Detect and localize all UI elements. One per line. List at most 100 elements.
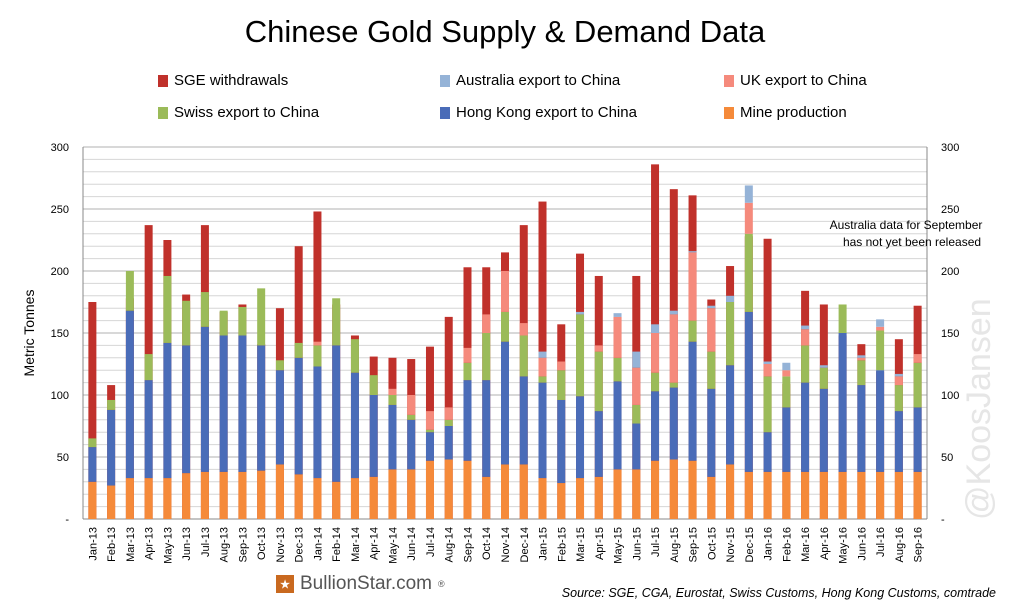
- bar-swiss-export: [763, 376, 772, 433]
- bar-australia-export: [801, 325, 810, 330]
- x-tick-label: Aug-13: [219, 527, 231, 562]
- legend-swatch-uk: [724, 74, 734, 87]
- bar-hongkong-export: [594, 411, 603, 477]
- bar-uk-export: [688, 252, 697, 321]
- bar-swiss-export: [594, 351, 603, 412]
- chart-title: Chinese Gold Supply & Demand Data: [244, 14, 766, 49]
- bar-mine-production: [125, 478, 134, 519]
- bar-hongkong-export: [388, 404, 397, 470]
- bar-hongkong-export: [857, 385, 866, 472]
- legend-item-sge: SGE withdrawals: [158, 72, 288, 89]
- bar-australia-export: [763, 361, 772, 364]
- x-tick-label: Apr-16: [819, 527, 831, 560]
- y-tick-label-right: 300: [941, 142, 959, 154]
- bar-swiss-export: [238, 306, 247, 336]
- x-tick-label: Feb-15: [556, 527, 568, 562]
- bar-mine-production: [613, 469, 622, 519]
- bar-mine-production: [501, 464, 509, 519]
- bar-australia-export: [538, 351, 547, 358]
- bar-mine-production: [801, 471, 810, 519]
- bar-uk-export: [613, 316, 622, 358]
- bar-swiss-export: [313, 345, 322, 367]
- bar-hongkong-export: [613, 381, 622, 470]
- legend-label-sge: SGE withdrawals: [174, 72, 289, 89]
- x-tick-label: Mar-13: [125, 527, 137, 562]
- bar-mine-production: [275, 464, 284, 519]
- bar-hongkong-export: [107, 409, 116, 486]
- legend-swatch-mine: [724, 106, 734, 119]
- y-axis-label: Metric Tonnes: [21, 290, 37, 377]
- bar-hongkong-export: [519, 376, 528, 465]
- x-tick-label: Feb-13: [106, 527, 118, 562]
- bar-mine-production: [744, 471, 753, 519]
- bar-mine-production: [144, 478, 153, 519]
- bar-mine-production: [407, 469, 416, 519]
- bar-uk-export: [425, 411, 434, 430]
- bar-mine-production: [557, 483, 566, 519]
- bar-australia-export: [819, 365, 828, 368]
- logo-registered-mark: ®: [438, 579, 445, 589]
- x-tick-label: Sep-13: [237, 527, 249, 562]
- legend-label-hongkong: Hong Kong export to China: [456, 104, 637, 121]
- bar-swiss-export: [782, 376, 791, 408]
- bar-uk-export: [482, 314, 491, 333]
- bar-mine-production: [332, 481, 341, 519]
- bar-swiss-export: [257, 288, 266, 346]
- bar-hongkong-export: [538, 382, 547, 479]
- bar-swiss-export: [163, 275, 172, 343]
- x-tick-label: Jul-13: [200, 527, 212, 557]
- bar-swiss-export: [613, 357, 622, 382]
- bar-hongkong-export: [763, 432, 772, 472]
- x-tick-label: Jul-14: [425, 527, 437, 557]
- x-tick-label: Aug-15: [669, 527, 681, 562]
- bar-hongkong-export: [163, 342, 172, 479]
- bar-swiss-export: [294, 342, 303, 358]
- bar-uk-export: [463, 347, 472, 363]
- bar-uk-export: [538, 357, 547, 377]
- bar-australia-export: [857, 355, 866, 358]
- x-tick-label: Dec-13: [294, 527, 306, 562]
- bar-swiss-export: [332, 298, 341, 346]
- x-tick-label: Sep-15: [688, 527, 700, 562]
- bar-uk-export: [801, 329, 810, 346]
- x-tick-label: Jun-13: [181, 527, 193, 561]
- bar-australia-export: [744, 185, 753, 203]
- bar-mine-production: [669, 459, 678, 519]
- bar-hongkong-export: [313, 366, 322, 479]
- legend-swatch-swiss: [158, 106, 168, 119]
- x-tick-label: Apr-13: [144, 527, 156, 560]
- x-tick-label: Apr-14: [369, 527, 381, 560]
- bar-swiss-export: [576, 314, 585, 397]
- x-tick-label: Aug-14: [444, 527, 456, 562]
- bar-swiss-export: [838, 304, 847, 333]
- legend-label-australia: Australia export to China: [456, 72, 621, 89]
- bar-swiss-export: [200, 292, 209, 327]
- bar-australia-export: [576, 311, 585, 315]
- bar-mine-production: [838, 471, 847, 519]
- y-tick-label-right: 100: [941, 390, 959, 402]
- bar-swiss-export: [913, 362, 922, 408]
- y-tick-label-right: 250: [941, 204, 959, 216]
- bar-uk-export: [557, 361, 566, 371]
- bar-swiss-export: [726, 302, 735, 366]
- bar-hongkong-export: [88, 447, 97, 482]
- bar-australia-export: [613, 313, 622, 317]
- bar-hongkong-export: [782, 407, 791, 472]
- x-tick-label: Jan-16: [763, 527, 775, 561]
- bar-mine-production: [538, 478, 547, 519]
- x-tick-label: Mar-16: [800, 527, 812, 562]
- bar-swiss-export: [801, 345, 810, 383]
- bar-mine-production: [857, 471, 866, 519]
- legend-item-australia: Australia export to China: [440, 72, 620, 89]
- y-tick-label-right: 150: [941, 328, 959, 340]
- bar-uk-export: [857, 357, 866, 361]
- x-tick-label: Jan-14: [312, 527, 324, 561]
- bar-mine-production: [350, 478, 359, 519]
- bar-australia-export: [876, 319, 885, 327]
- x-tick-label: Aug-16: [894, 527, 906, 562]
- bar-swiss-export: [388, 395, 397, 405]
- bar-hongkong-export: [425, 432, 434, 461]
- bar-mine-production: [163, 478, 172, 519]
- x-tick-label: Oct-14: [481, 527, 493, 560]
- bullionstar-logo: ★ BullionStar.com ®: [276, 573, 445, 595]
